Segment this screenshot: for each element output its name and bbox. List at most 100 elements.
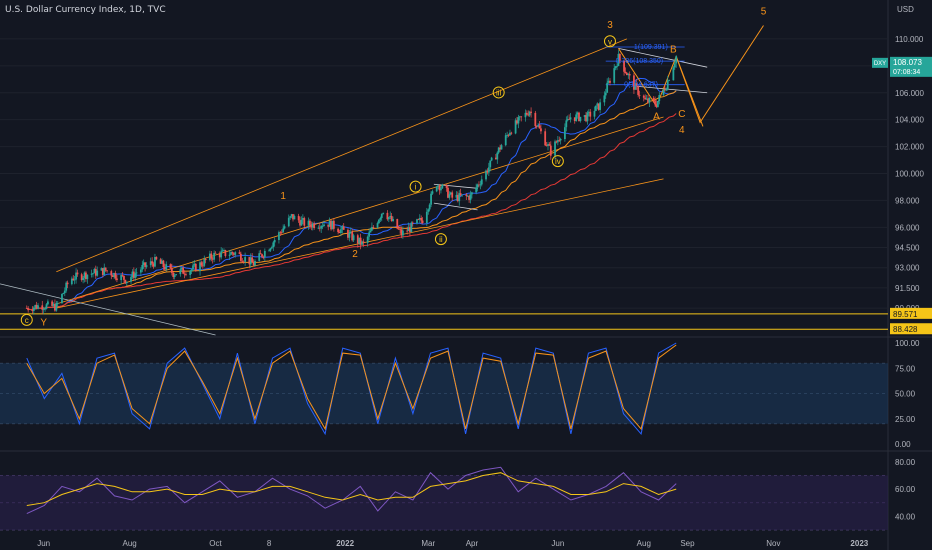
wave-label-circled: iv xyxy=(555,157,561,166)
candle-body xyxy=(652,97,655,101)
candle-body xyxy=(80,274,83,281)
candle-body xyxy=(427,209,430,212)
candle-body xyxy=(549,145,552,156)
candle-body xyxy=(45,304,48,309)
x-tick-label: Sep xyxy=(680,539,695,548)
candle-body xyxy=(204,258,207,260)
candle-body xyxy=(524,112,527,118)
candle-body xyxy=(270,247,273,249)
candle-body xyxy=(499,147,501,150)
candle-body xyxy=(51,301,54,306)
channel-line xyxy=(56,38,628,273)
candle-body xyxy=(293,215,296,220)
candle-body xyxy=(623,60,625,72)
candle-body xyxy=(125,281,128,284)
candle-body xyxy=(647,98,649,103)
candle-body xyxy=(182,267,185,274)
candle-body xyxy=(299,220,301,226)
candle-body xyxy=(90,273,93,275)
x-tick-label: Aug xyxy=(637,539,651,548)
candle-body xyxy=(342,226,345,230)
candle-body xyxy=(332,220,335,229)
candle-body xyxy=(220,251,223,258)
x-tick-label: 2023 xyxy=(850,539,868,548)
wave-circle xyxy=(20,313,33,326)
candle-body xyxy=(41,305,44,310)
stoch-tick-label: 75.00 xyxy=(895,364,916,373)
candle-body xyxy=(594,105,597,111)
candle-body xyxy=(431,191,434,194)
candle-body xyxy=(645,98,648,100)
candle-body xyxy=(239,253,242,261)
candle-body xyxy=(113,273,116,277)
stoch-d-line xyxy=(26,344,677,431)
x-tick-label: Jun xyxy=(551,539,564,548)
candle-body xyxy=(603,95,606,103)
candle-body xyxy=(301,218,304,220)
candle-body xyxy=(371,227,373,231)
wave-label-circled: c xyxy=(25,316,29,325)
wave-circle xyxy=(409,180,422,193)
candle-body xyxy=(163,267,166,270)
wave-label: 4 xyxy=(679,125,685,136)
candle-body xyxy=(179,269,182,275)
rsi-band xyxy=(0,475,888,530)
wave-label: Y xyxy=(40,318,47,329)
candle-body xyxy=(449,192,452,195)
candle-body xyxy=(338,232,341,234)
candle-body xyxy=(46,301,49,305)
wave-label: 2 xyxy=(352,249,358,260)
candle-body xyxy=(62,293,65,294)
candle-body xyxy=(123,275,125,280)
candle-body xyxy=(634,83,637,90)
y-tick-label: 93.000 xyxy=(895,264,920,273)
candle-body xyxy=(665,89,668,91)
candle-body xyxy=(144,262,146,267)
candle-body xyxy=(668,80,671,82)
x-tick-label: Aug xyxy=(122,539,136,548)
candle-body xyxy=(258,253,261,261)
candle-body xyxy=(54,303,56,311)
candle-body xyxy=(214,252,217,254)
candle-body xyxy=(583,115,586,117)
candle-body xyxy=(152,263,155,267)
candle-body xyxy=(34,304,37,308)
candle-body xyxy=(103,267,106,275)
candle-body xyxy=(352,235,355,241)
candle-body xyxy=(340,229,342,234)
price-tag-time: 07:08:34 xyxy=(893,69,920,76)
candle-body xyxy=(475,187,478,193)
candle-body xyxy=(183,273,186,275)
candle-body xyxy=(596,103,599,106)
candle-body xyxy=(528,111,531,116)
candle-body xyxy=(292,214,294,220)
candle-body xyxy=(399,229,401,230)
candle-body xyxy=(593,110,596,117)
candle-body xyxy=(320,226,323,229)
x-tick-label: Mar xyxy=(421,539,435,548)
flag-line xyxy=(433,202,478,211)
candle-body xyxy=(445,184,448,188)
candle-body xyxy=(37,305,39,309)
candle-body xyxy=(82,277,85,281)
candle-body xyxy=(540,128,542,132)
candle-body xyxy=(628,74,631,76)
candle-body xyxy=(387,217,390,220)
candle-body xyxy=(396,219,399,229)
y-tick-label: 91.500 xyxy=(895,284,920,293)
candle-body xyxy=(278,232,280,241)
candle-body xyxy=(223,250,225,251)
flag-line xyxy=(433,183,478,189)
candle-body xyxy=(554,141,556,156)
candle-body xyxy=(331,220,334,230)
candle-body xyxy=(201,265,204,267)
candle-body xyxy=(507,134,510,136)
indicators xyxy=(26,342,677,515)
candle-body xyxy=(318,227,321,229)
candle-body xyxy=(323,224,325,227)
wave-labels: 12345ABCYciiiiiiivv1(109.391)0.786(108.3… xyxy=(20,7,767,329)
candle-body xyxy=(32,307,35,311)
price-tag-value: 108.073 xyxy=(893,58,922,67)
candle-body xyxy=(510,132,513,134)
